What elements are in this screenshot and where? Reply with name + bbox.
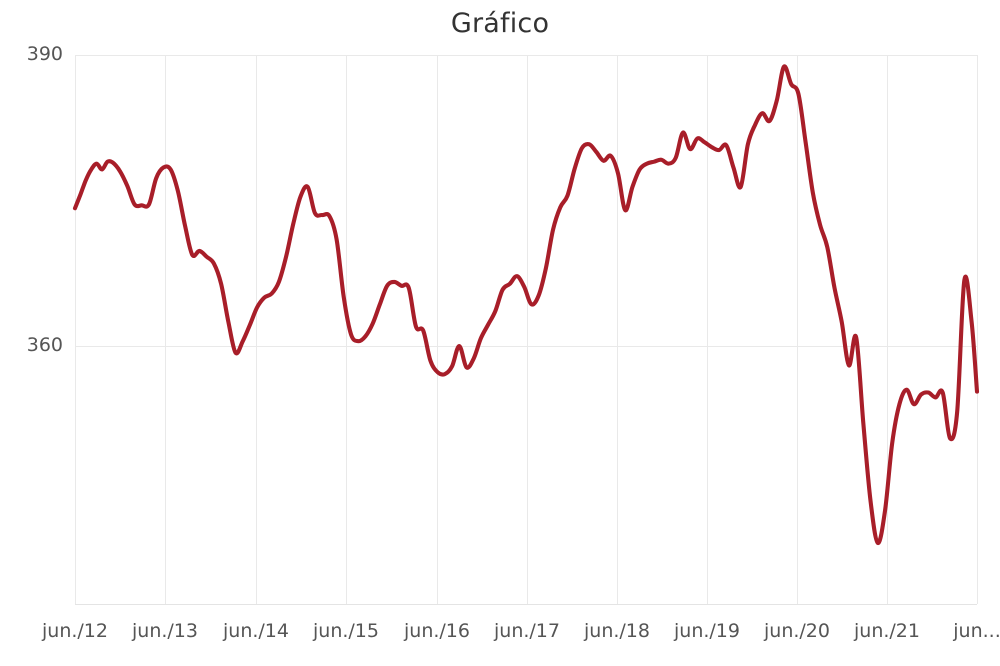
y-tick-label-390: 390 [26,43,63,65]
x-tick-label-3: jun./15 [313,620,379,642]
data-series-line [72,64,980,545]
x-tick-label-4: jun./16 [404,620,470,642]
x-tick-label-1: jun./13 [132,620,198,642]
x-tick-label-7: jun./19 [674,620,740,642]
x-tick-label-5: jun./17 [494,620,560,642]
x-tick-label-9: jun./21 [854,620,920,642]
x-tick-label-8: jun./20 [764,620,830,642]
horizontal-gridlines [75,55,977,605]
x-tick-label-6: jun./18 [584,620,650,642]
chart-title: Gráfico [450,8,550,39]
x-tick-label-10: jun... [953,620,1000,642]
x-tick-label-0: jun./12 [42,620,108,642]
x-tick-label-2: jun./14 [223,620,289,642]
y-tick-label-360: 360 [26,333,63,356]
